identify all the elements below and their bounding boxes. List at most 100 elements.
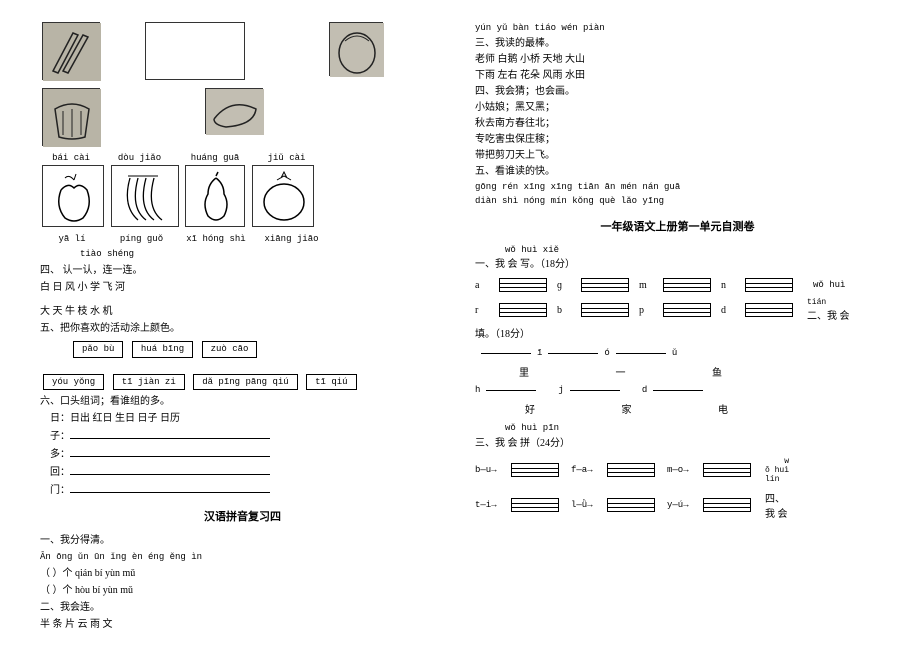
veg-img-3 [42, 88, 100, 146]
blank[interactable] [486, 390, 536, 391]
q4-line2: 大 天 牛 枝 水 机 [40, 305, 445, 319]
py: h [475, 385, 480, 395]
py: ó [604, 348, 609, 358]
write-box[interactable] [511, 498, 559, 512]
q6-item: 多： [50, 449, 70, 460]
pin: y—ú→ [667, 500, 703, 510]
letter: n [721, 280, 745, 291]
label: xiāng jiāo [256, 234, 328, 244]
letter: p [639, 305, 663, 316]
write-box[interactable] [607, 463, 655, 477]
char: 鱼 [682, 364, 752, 379]
write-box[interactable] [703, 463, 751, 477]
letter: ɡ [557, 280, 581, 291]
blank[interactable] [616, 353, 666, 354]
pin: t—i→ [475, 500, 511, 510]
box-word: huá bīng [132, 341, 193, 358]
blank[interactable] [70, 465, 270, 475]
pin: l—ǜ→ [571, 500, 607, 510]
blank-box [145, 22, 245, 80]
write-box[interactable] [499, 278, 547, 292]
veg-img-2 [329, 22, 383, 76]
blank[interactable] [70, 483, 270, 493]
q3: 三、我读的最棒。 [475, 37, 880, 51]
side: w [765, 457, 789, 466]
q4l: 带把剪刀天上飞。 [475, 149, 880, 163]
label: yā lí [40, 234, 104, 244]
q3a: 老师 白鹅 小桥 天地 大山 [475, 53, 880, 67]
char: 一 [586, 364, 656, 379]
box-word: tī jiàn zi [113, 374, 185, 391]
side: 四、 [765, 490, 788, 505]
write-box[interactable] [703, 498, 751, 512]
q5a: gōng rén xīng xīng tiān ān mén nán guā [475, 181, 880, 194]
q4l: 小姑娘；黑又黑； [475, 101, 880, 115]
write-box[interactable] [511, 463, 559, 477]
q4-intro: 四、 认一认，连一连。 [40, 264, 445, 278]
box-word: dǎ pīng pāng qiú [193, 374, 297, 391]
label: bái cài [40, 153, 102, 163]
write-box[interactable] [745, 278, 793, 292]
q6: 六、口头组词；看谁组的多。 [40, 395, 445, 409]
write-box[interactable] [745, 303, 793, 317]
blank[interactable] [70, 447, 270, 457]
pin: m—o→ [667, 465, 703, 475]
pin: f—a→ [571, 465, 607, 475]
q5b: diàn shì nóng mín kǒng què lǎo yīng [475, 195, 880, 208]
q5: 五、把你喜欢的活动涂上颜色。 [40, 322, 445, 336]
fruit-apple [42, 165, 104, 227]
py: d [642, 385, 647, 395]
side: ǒ huì [765, 466, 789, 475]
label: xī hóng shì [179, 234, 253, 244]
veg-img-1 [42, 22, 100, 80]
blank[interactable] [548, 353, 598, 354]
side: wǒ huì [813, 280, 845, 290]
top-pinyin: yún yǔ bàn tiáo wén piàn [475, 22, 880, 35]
pinyin: tiào shéng [80, 249, 134, 259]
q4l: 专吃害虫保庄稼； [475, 133, 880, 147]
write-box[interactable] [607, 498, 655, 512]
box-word: tī qiú [306, 374, 356, 391]
label: píng guǒ [107, 234, 177, 244]
s1: 一、我分得清。 [40, 534, 445, 548]
write-box[interactable] [581, 278, 629, 292]
s3-pinyin: wǒ huì pīn [475, 422, 880, 435]
write-box[interactable] [499, 303, 547, 317]
q4l: 秋去南方春往北； [475, 117, 880, 131]
s1: 一、我 会 写。（18分） [475, 258, 880, 272]
unit-title: 一年级语文上册第一单元自测卷 [475, 218, 880, 234]
char: 电 [688, 401, 758, 416]
side: 二、我 会 [807, 311, 850, 322]
char: 里 [489, 364, 559, 379]
box-word: zuò cāo [202, 341, 258, 358]
write-box[interactable] [663, 278, 711, 292]
write-box[interactable] [663, 303, 711, 317]
blank[interactable] [653, 390, 703, 391]
blank[interactable] [70, 429, 270, 439]
write-box[interactable] [581, 303, 629, 317]
s1-line: Ān ōng ǔn ūn ǐng èn éng ěng ìn [40, 551, 445, 564]
letter: r [475, 305, 499, 316]
char: 好 [495, 401, 565, 416]
s2: 填。（18分） [475, 328, 880, 342]
fruit-tomato [252, 165, 314, 227]
letter: b [557, 305, 581, 316]
blank[interactable] [570, 390, 620, 391]
letter: d [721, 305, 745, 316]
q6-example: 日：日出 红日 生日 日子 日历 [40, 412, 445, 426]
s1-pinyin: wǒ huì xiě [475, 244, 880, 257]
blank[interactable] [481, 353, 531, 354]
label: jiǔ cài [256, 153, 318, 163]
pin: b—u→ [475, 465, 511, 475]
q6-item: 回： [50, 467, 70, 478]
q3b: 下雨 左右 花朵 风雨 水田 [475, 69, 880, 83]
veg-img-4 [205, 88, 263, 134]
q6-item: 门： [50, 485, 70, 496]
s1a: （ ）个 qián bí yùn mǔ [40, 567, 445, 581]
letter: m [639, 280, 663, 291]
s2: 二、我会连。 [40, 601, 445, 615]
q5: 五、看谁读的快。 [475, 165, 880, 179]
q6-item: 子： [50, 431, 70, 442]
s3: 三、我 会 拼（24分） [475, 437, 880, 451]
py: ī [537, 348, 542, 358]
